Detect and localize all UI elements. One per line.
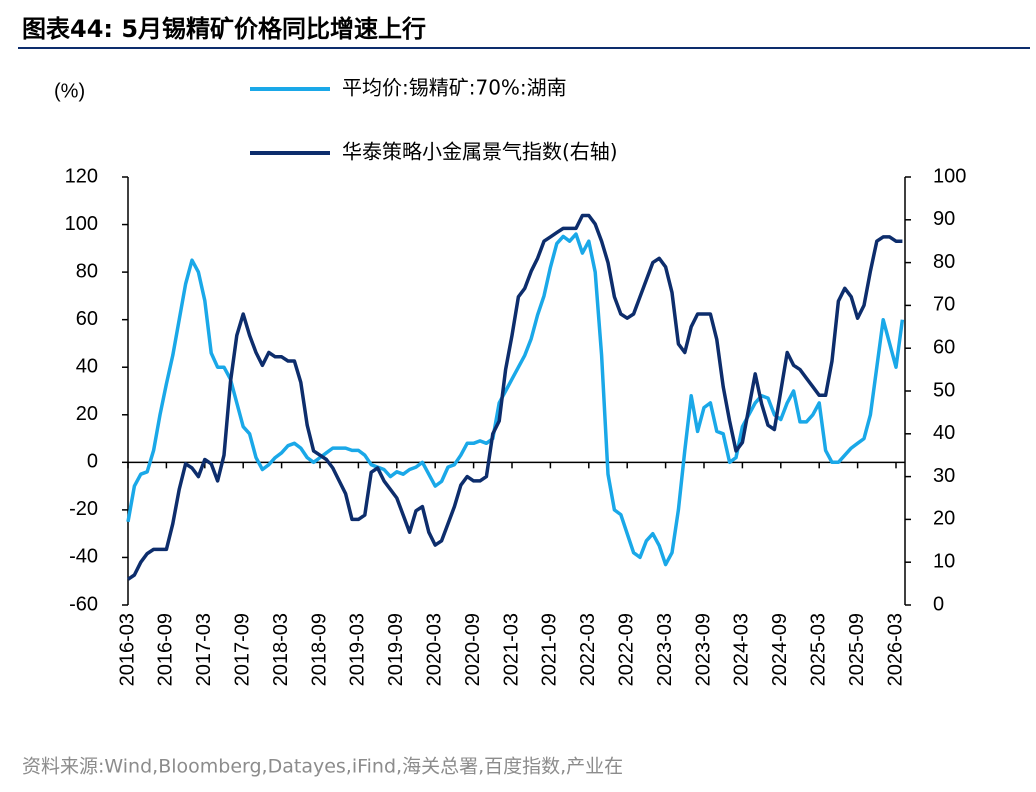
y2-tick-label: 90	[933, 208, 955, 230]
x-tick-label: 2026-03	[884, 613, 906, 686]
x-tick-label: 2022-03	[577, 613, 599, 686]
series-line	[126, 232, 905, 567]
x-tick-label: 2021-09	[539, 613, 561, 686]
x-tick-label: 2016-03	[116, 613, 138, 686]
x-tick-label: 2019-03	[347, 613, 369, 686]
chart-title: 图表44: 5月锡精矿价格同比增速上行	[22, 15, 426, 43]
x-tick-label: 2019-09	[385, 613, 407, 686]
x-tick-label: 2023-03	[654, 613, 676, 686]
y2-tick-label: 80	[933, 251, 955, 273]
y-tick-label: 100	[65, 213, 98, 235]
x-tick-label: 2025-09	[846, 613, 868, 686]
y2-tick-label: 0	[933, 593, 944, 615]
x-tick-label: 2016-09	[155, 613, 177, 686]
y-tick-label: 80	[76, 260, 98, 282]
y-tick-label: 0	[87, 451, 98, 473]
y2-tick-label: 50	[933, 379, 955, 401]
x-tick-label: 2018-09	[308, 613, 330, 686]
x-tick-label: 2017-09	[231, 613, 253, 686]
x-tick-label: 2022-09	[615, 613, 637, 686]
x-tick-label: 2018-03	[270, 613, 292, 686]
x-tick-label: 2020-09	[462, 613, 484, 686]
y-tick-label: -60	[69, 593, 98, 615]
x-tick-label: 2024-09	[769, 613, 791, 686]
x-tick-label: 2025-03	[807, 613, 829, 686]
y2-tick-label: 10	[933, 550, 955, 572]
y2-tick-label: 20	[933, 508, 955, 530]
y-tick-label: 20	[76, 403, 98, 425]
x-tick-label: 2024-03	[731, 613, 753, 686]
legend-label: 平均价:锡精矿:70%:湖南	[342, 76, 567, 100]
source-note: 资料来源:Wind,Bloomberg,Datayes,iFind,海关总署,百…	[22, 756, 623, 778]
x-tick-label: 2023-09	[692, 613, 714, 686]
x-tick-label: 2020-03	[423, 613, 445, 686]
y2-tick-label: 30	[933, 465, 955, 487]
y2-tick-label: 100	[933, 165, 966, 187]
y-tick-label: 120	[65, 165, 98, 187]
series-line	[127, 213, 903, 581]
y2-tick-label: 60	[933, 336, 955, 358]
y-tick-label: 40	[76, 356, 98, 378]
y-tick-label: 60	[76, 308, 98, 330]
y-tick-label: -20	[69, 498, 98, 520]
y2-tick-label: 70	[933, 294, 955, 316]
legend-label: 华泰策略小金属景气指数(右轴)	[342, 140, 618, 164]
y-tick-label: -40	[69, 546, 98, 568]
y2-tick-label: 40	[933, 422, 955, 444]
x-tick-label: 2017-03	[193, 613, 215, 686]
y-axis-label: (%)	[54, 80, 85, 102]
x-tick-label: 2021-03	[500, 613, 522, 686]
